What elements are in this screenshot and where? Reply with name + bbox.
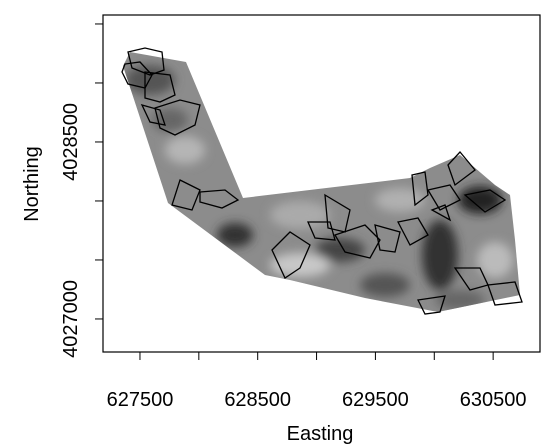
y-axis-label: Northing	[21, 146, 43, 222]
surface	[123, 52, 520, 312]
x-tick-label: 628500	[224, 389, 291, 411]
x-tick-label: 627500	[107, 389, 174, 411]
x-tick-label: 629500	[342, 389, 409, 411]
x-tick-label: 630500	[460, 389, 527, 411]
y-tick-label: 4028500	[60, 103, 82, 181]
y-tick-label: 4027000	[60, 280, 82, 358]
x-axis-label: Easting	[287, 423, 354, 444]
plot-frame	[102, 14, 541, 353]
polygons	[121, 47, 523, 315]
